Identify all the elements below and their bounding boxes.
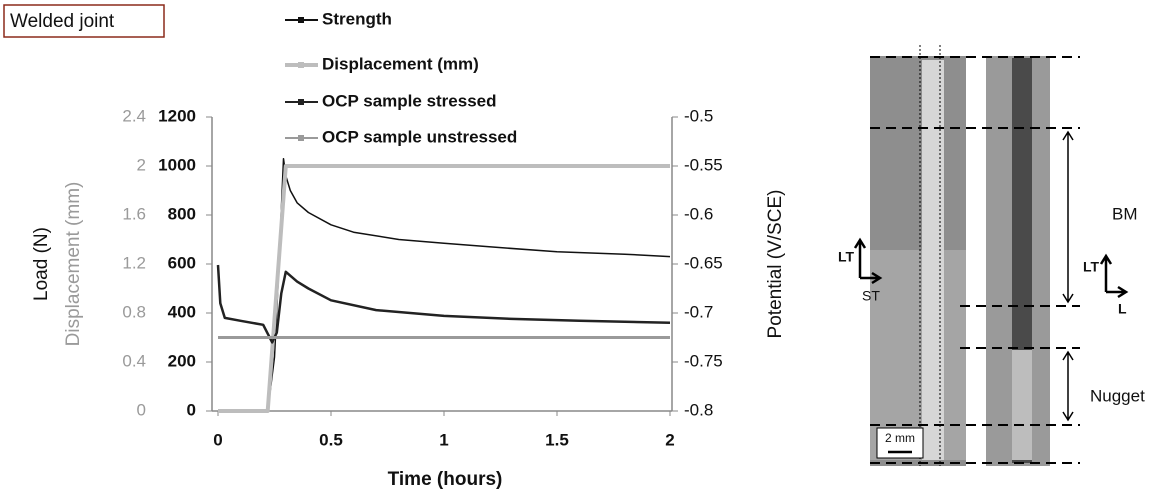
series-line [216, 264, 671, 344]
x-tick-label: 0.5 [319, 430, 343, 449]
y2-tick-label: -0.7 [684, 302, 713, 321]
bm-arrow [1062, 130, 1074, 304]
x-tick-label: 2 [665, 430, 674, 449]
y2-tick-label: -0.55 [684, 155, 723, 174]
micrograph: LT ST LT L BM Nugget 2 mm [838, 45, 1145, 466]
legend-label: Strength [322, 9, 392, 28]
legend-marker [298, 99, 304, 105]
y-tick-label: 800 [168, 204, 196, 223]
axis-letter: LT [1083, 259, 1100, 275]
y-tick-label: 1200 [158, 106, 196, 125]
nugget-strip [1012, 350, 1032, 460]
y2-tick-label: -0.5 [684, 106, 713, 125]
y2-tick-label: -0.65 [684, 253, 723, 272]
zone-label: Nugget [1090, 386, 1145, 405]
zone-label: BM [1112, 204, 1138, 223]
y3-tick-label: 2 [137, 155, 146, 174]
weld-strip [922, 60, 944, 460]
scale-label: 2 mm [885, 431, 915, 445]
y-tick-label: 0 [187, 400, 196, 419]
legend-marker [298, 62, 304, 68]
series-line [218, 164, 670, 413]
axis-letter: LT [838, 249, 855, 265]
x-tick-label: 1 [439, 430, 448, 449]
nugget-arrow [1062, 350, 1074, 422]
panel-label-box [3, 4, 165, 38]
x-tick-label: 1.5 [545, 430, 569, 449]
x-tick-label: 0 [213, 430, 222, 449]
legend-marker [298, 17, 304, 23]
zone-lines [870, 56, 1080, 464]
series-line [218, 157, 671, 412]
zone-arrows [853, 130, 1129, 422]
y3-tick-label: 0.8 [122, 302, 146, 321]
y-tick-label: 600 [168, 253, 196, 272]
y3-tick-label: 1.2 [122, 253, 146, 272]
y-tick-label: 1000 [158, 155, 196, 174]
orientation-left [853, 237, 883, 285]
axis-letter: ST [862, 288, 880, 304]
y3-tick-label: 0 [137, 400, 146, 419]
y2-tick-label: -0.6 [684, 204, 713, 223]
orientation-right [1099, 253, 1129, 299]
y2-tick-label: -0.75 [684, 351, 723, 370]
legend-marker [298, 135, 304, 141]
y2-tick-label: -0.8 [684, 400, 713, 419]
y2-axis-label: Potential (V/SCE) [765, 190, 786, 339]
legend-label: OCP sample unstressed [322, 127, 517, 146]
axis-letter: L [1118, 301, 1127, 317]
y3-tick-label: 0.4 [122, 351, 146, 370]
legend-label: Displacement (mm) [322, 54, 479, 73]
y-tick-label: 200 [168, 351, 196, 370]
y3-tick-label: 2.4 [122, 106, 146, 125]
panel-label: Welded joint [10, 11, 115, 32]
y-axis-label: Load (N) [31, 227, 52, 301]
y3-tick-label: 1.6 [122, 204, 146, 223]
x-axis-label: Time (hours) [388, 469, 503, 490]
y3-axis-label: Displacement (mm) [63, 182, 84, 347]
legend-label: OCP sample stressed [322, 91, 497, 110]
y-tick-label: 400 [168, 302, 196, 321]
